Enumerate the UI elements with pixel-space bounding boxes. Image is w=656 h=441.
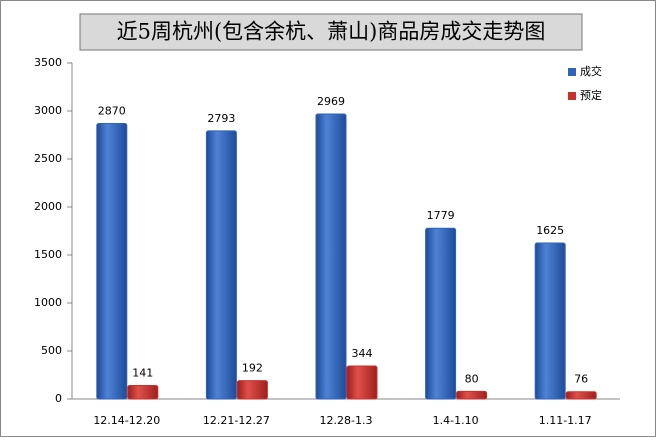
- legend-swatch: [568, 92, 576, 100]
- y-tick-label: 2000: [34, 200, 62, 213]
- legend-label: 成交: [580, 64, 602, 78]
- legend-swatch: [568, 68, 576, 76]
- value-label: 1625: [536, 224, 564, 237]
- chart-title: 近5周杭州(包含余杭、萧山)商品房成交走势图: [117, 20, 546, 44]
- bar: [96, 122, 128, 400]
- bar: [205, 130, 237, 400]
- bar: [534, 242, 566, 400]
- value-label: 80: [465, 372, 479, 385]
- value-label: 2793: [207, 112, 235, 125]
- y-tick-label: 0: [55, 392, 62, 405]
- title-box: [79, 13, 583, 51]
- x-tick-label: 1.11-1.17: [539, 414, 592, 427]
- legend-label: 预定: [580, 88, 602, 102]
- x-tick-label: 12.21-12.27: [203, 414, 270, 427]
- bar: [127, 384, 159, 400]
- bar: [346, 365, 378, 400]
- y-tick-label: 3500: [34, 56, 62, 69]
- y-tick-label: 2500: [34, 152, 62, 165]
- x-tick-label: 1.4-1.10: [433, 414, 479, 427]
- bar: [236, 380, 268, 400]
- x-tick-label: 12.28-1.3: [320, 414, 373, 427]
- y-tick-label: 500: [41, 344, 62, 357]
- value-label: 344: [352, 347, 373, 360]
- value-label: 141: [132, 366, 153, 379]
- y-tick-label: 1000: [34, 296, 62, 309]
- value-label: 2870: [98, 104, 126, 117]
- bar: [425, 227, 457, 400]
- value-label: 2969: [317, 95, 345, 108]
- value-label: 192: [242, 362, 263, 375]
- y-tick-label: 1500: [34, 248, 62, 261]
- bar: [456, 390, 488, 400]
- bar: [315, 113, 347, 400]
- bar: [565, 391, 597, 400]
- x-tick-label: 12.14-12.20: [93, 414, 160, 427]
- value-label: 1779: [427, 209, 455, 222]
- value-label: 76: [574, 373, 588, 386]
- y-tick-label: 3000: [34, 104, 62, 117]
